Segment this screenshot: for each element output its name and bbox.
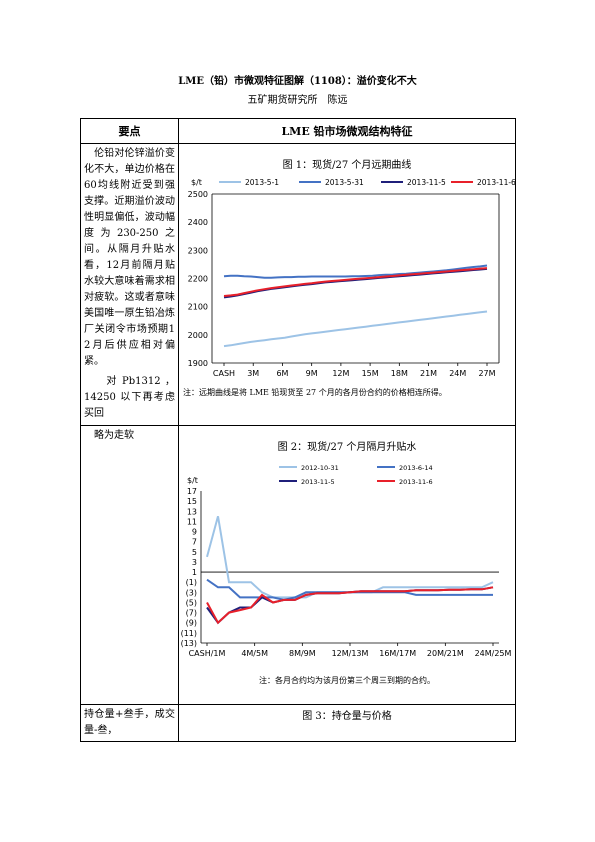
- x-tick-label: CASH: [213, 369, 235, 378]
- legend-label-2: 2013-11-5: [407, 178, 446, 187]
- row3-figure-cell: 图 3：持仓量与价格: [178, 704, 516, 742]
- x-tick-label: CASH/1M: [189, 649, 226, 658]
- legend-label-3: 2013-11-6: [399, 478, 433, 486]
- x-tick-label: 24M/25M: [475, 649, 512, 658]
- row1-text-tail: 对 Pb1312 ，14250 以下再考虑买回: [84, 376, 175, 419]
- x-tick-label: 27M: [478, 369, 495, 378]
- series-line-0: [206, 516, 494, 599]
- x-tick-label: 15M: [362, 369, 379, 378]
- figure1-note: 注：远期曲线是将 LME 铅现货至 27 个月的各月份合约的价格相连所得。: [183, 388, 447, 397]
- y-unit-label: $/t: [187, 476, 198, 485]
- legend-label-1: 2013-5-31: [325, 178, 364, 187]
- x-tick-label: 24M: [449, 369, 466, 378]
- analysis-table: 要点 LME 铅市场微观结构特征 伦铅对伦锌溢价变化不大，单边价格在60均线附近…: [80, 118, 516, 742]
- report-subtitle: 五矿期货研究所 陈远: [247, 95, 348, 106]
- legend-label-2: 2013-11-5: [301, 478, 335, 486]
- series-line-0: [223, 310, 488, 348]
- y-tick-label: 17: [187, 487, 197, 496]
- row1-figure-cell: 图 1：现货/27 个月远期曲线 $/t 2013-5-1 2013-5-31 201…: [178, 143, 516, 426]
- x-tick-label: 20M/21M: [427, 649, 464, 658]
- y-tick-label: 1900: [188, 359, 208, 368]
- x-tick-label: 16M/17M: [379, 649, 416, 658]
- y-tick-label: 15: [187, 497, 197, 506]
- x-tick-label: 21M: [420, 369, 437, 378]
- x-tick-label: 3M: [247, 369, 259, 378]
- figure2-title: 图 2：现货/27 个月隔月升贴水: [277, 442, 417, 453]
- col-header-structure: LME 铅市场微观结构特征: [178, 118, 516, 144]
- y-tick-label: 1: [192, 568, 197, 577]
- y-tick-label: 9: [192, 528, 197, 537]
- figure2-note: 注：各月合约均为该月份第三个周三到期的合约。: [259, 676, 435, 685]
- row2-figure-cell: 图 2：现货/27 个月隔月升贴水 $/t 2012-10-31 2013-6-14…: [178, 425, 516, 705]
- figure3-title: 图 3：持仓量与价格: [302, 711, 392, 722]
- x-tick-label: 9M: [306, 369, 318, 378]
- y-tick-label: 2300: [188, 246, 208, 255]
- x-tick-label: 4M/5M: [241, 649, 268, 658]
- y-tick-label: 3: [192, 558, 197, 567]
- y-tick-label: 2500: [188, 190, 208, 199]
- series-line-3: [223, 267, 488, 297]
- x-tick-label: 12M/13M: [332, 649, 369, 658]
- y-tick-label: 2400: [188, 218, 208, 227]
- legend-label-3: 2013-11-6: [477, 178, 516, 187]
- y-tick-label: (13): [181, 639, 197, 648]
- y-tick-label: 2000: [188, 331, 208, 340]
- x-tick-label: 18M: [391, 369, 408, 378]
- report-title: LME（铅）市微观特征图解（1108）：溢价变化不大: [178, 76, 417, 87]
- row3-text: 持仓量+叁手，成交量-叁，: [84, 709, 175, 736]
- series-line-1: [223, 264, 488, 279]
- row1-text: 伦铅对伦锌溢价变化不大，单边价格在60均线附近受到强支撑。近期溢价波动性明显偏低…: [84, 148, 175, 367]
- row1-text-cell: 伦铅对伦锌溢价变化不大，单边价格在60均线附近受到强支撑。近期溢价波动性明显偏低…: [80, 143, 179, 426]
- y-tick-label: 11: [187, 517, 197, 526]
- row2-text: 略为走软: [84, 430, 134, 441]
- row3-text-cell: 持仓量+叁手，成交量-叁，: [80, 704, 179, 742]
- y-tick-label: 2100: [188, 303, 208, 312]
- legend-label-0: 2013-5-1: [245, 178, 279, 187]
- legend-label-0: 2012-10-31: [301, 464, 339, 472]
- x-tick-label: 8M/9M: [289, 649, 316, 658]
- y-tick-label: (11): [181, 629, 197, 638]
- forward-curve-chart: $/t 2013-5-1 2013-5-31 2013-11-5 2013-11-6 19…: [188, 178, 516, 378]
- y-tick-label: (1): [186, 578, 197, 587]
- col-header-keypoints: 要点: [80, 118, 179, 144]
- series-line-3: [206, 586, 494, 625]
- figure1-title: 图 1：现货/27 个月远期曲线: [282, 160, 412, 171]
- y-tick-label: 7: [192, 538, 197, 547]
- y-tick-label: 2200: [188, 275, 208, 284]
- y-tick-label: (7): [186, 609, 197, 618]
- spread-chart: $/t 2012-10-31 2013-6-14 2013-11-5 2013-11-6…: [181, 464, 512, 658]
- y-tick-label: (9): [186, 619, 197, 628]
- x-tick-label: 12M: [332, 369, 349, 378]
- row2-text-cell: 略为走软: [80, 425, 179, 705]
- y-unit-label: $/t: [191, 178, 202, 187]
- y-tick-label: (3): [186, 588, 197, 597]
- y-tick-label: (5): [186, 598, 197, 607]
- series-line-2: [223, 267, 488, 299]
- legend-label-1: 2013-6-14: [399, 464, 433, 472]
- y-tick-label: 5: [192, 548, 197, 557]
- y-tick-label: 13: [187, 507, 197, 516]
- x-tick-label: 6M: [276, 369, 288, 378]
